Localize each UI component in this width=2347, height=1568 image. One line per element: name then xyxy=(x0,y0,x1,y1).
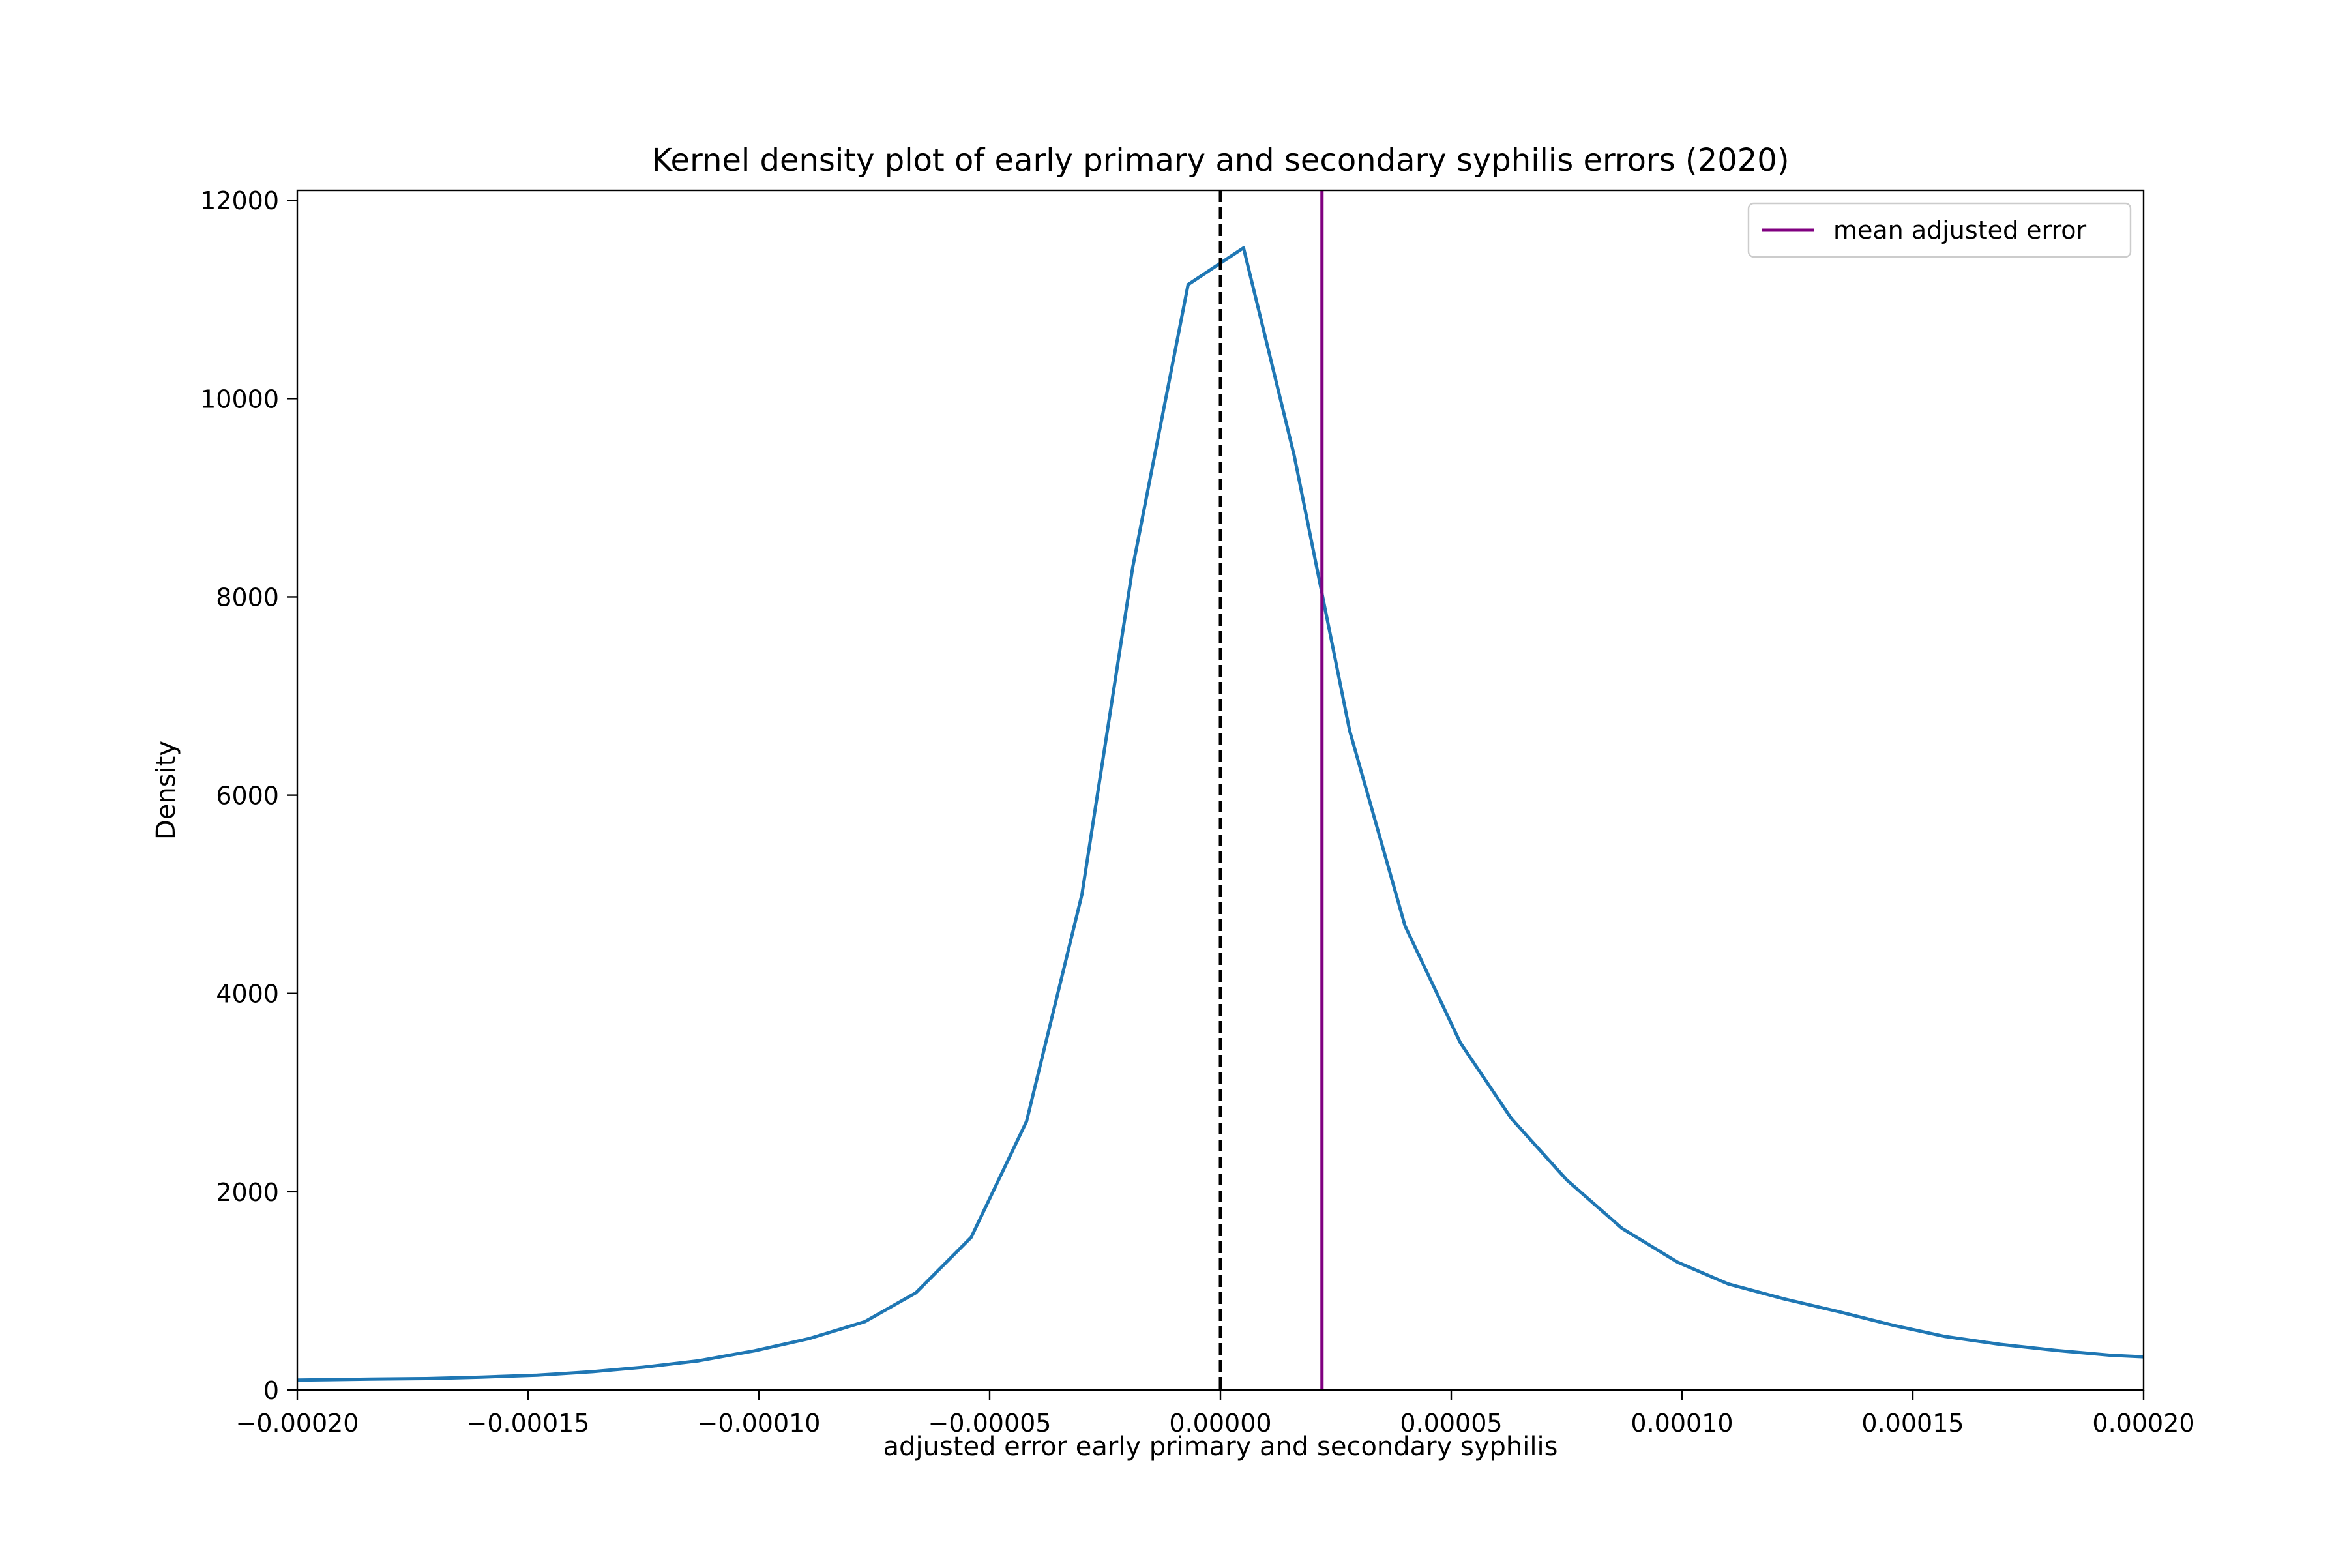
x-tick-label: 0.00005 xyxy=(1400,1409,1502,1438)
x-tick-label: 0.00015 xyxy=(1861,1409,1964,1438)
legend-box xyxy=(1747,202,2132,258)
y-tick-label: 4000 xyxy=(216,980,279,1009)
y-tick-label: 0 xyxy=(263,1376,279,1405)
x-tick-label: −0.00010 xyxy=(698,1409,821,1438)
y-axis-label: Density xyxy=(151,741,181,840)
x-tick-label: −0.00005 xyxy=(928,1409,1052,1438)
density-curve-line xyxy=(297,246,2144,1382)
x-tick-label: 0.00010 xyxy=(1631,1409,1733,1438)
y-tick-label: 6000 xyxy=(216,782,279,810)
plot-area: −0.00020 −0.00015 −0.00010 −0.00005 0.00000 0… xyxy=(200,186,2194,1438)
x-tick-label: 0.00000 xyxy=(1169,1409,1271,1438)
x-axis-label: adjusted error early primary and seconda… xyxy=(883,1432,1558,1462)
y-tick-label: 10000 xyxy=(200,385,279,413)
chart-title: Kernel density plot of early primary and… xyxy=(651,142,1789,179)
x-tick-label: −0.00020 xyxy=(236,1409,359,1438)
axes-frame xyxy=(296,189,2145,1391)
x-tick-label: −0.00015 xyxy=(467,1409,590,1438)
legend-label-mean-adjusted-error: mean adjusted error xyxy=(1833,216,2087,244)
y-tick-label: 2000 xyxy=(216,1178,279,1207)
y-tick-label: 12000 xyxy=(200,186,279,215)
y-tick-label: 8000 xyxy=(216,583,279,612)
x-tick-label: 0.00020 xyxy=(2092,1409,2194,1438)
